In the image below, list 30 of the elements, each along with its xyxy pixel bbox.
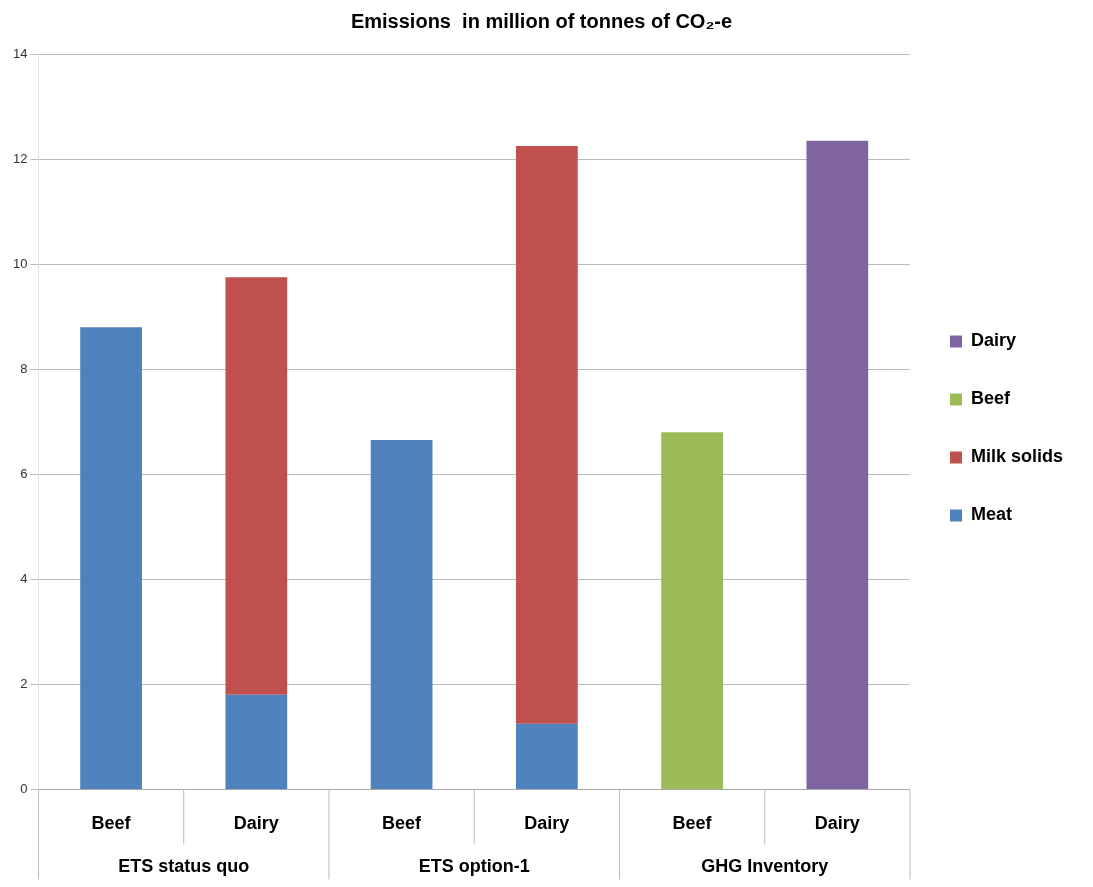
- bar: [80, 327, 142, 789]
- bar: [370, 440, 433, 789]
- bar: [225, 277, 288, 695]
- legend-label: Beef: [970, 388, 1011, 409]
- y-tick-label: 8: [20, 360, 28, 376]
- legend-label: Milk solids: [970, 446, 1064, 467]
- legend-label: Meat: [970, 504, 1012, 525]
- y-tick-label: 10: [12, 255, 28, 271]
- bar: [515, 145, 578, 724]
- x-tick-label: Dairy: [233, 813, 279, 834]
- y-tick-label: 2: [20, 675, 28, 691]
- x-tick-label: Beef: [382, 813, 423, 834]
- y-tick-label: 14: [12, 45, 28, 61]
- text: ETS status quo: [118, 856, 250, 877]
- bar: [515, 723, 578, 789]
- bar: [806, 140, 869, 789]
- bar: [661, 432, 723, 789]
- text: ETS option-1: [418, 856, 530, 877]
- x-tick-label: Beef: [672, 813, 713, 834]
- y-tick-label: 12: [12, 150, 28, 166]
- legend-label: Dairy: [970, 330, 1017, 351]
- x-tick-label: Beef: [91, 813, 132, 834]
- x-tick-label: Dairy: [814, 813, 860, 834]
- bar: [225, 694, 288, 789]
- y-tick-label: 4: [20, 570, 28, 586]
- text: GHG Inventory: [701, 856, 829, 877]
- x-tick-label: Dairy: [524, 813, 570, 834]
- y-tick-label: 6: [20, 465, 28, 481]
- y-tick-label: 0: [20, 780, 28, 796]
- chart-title: Emissions in million of tonnes of CO₂-e: [350, 9, 733, 32]
